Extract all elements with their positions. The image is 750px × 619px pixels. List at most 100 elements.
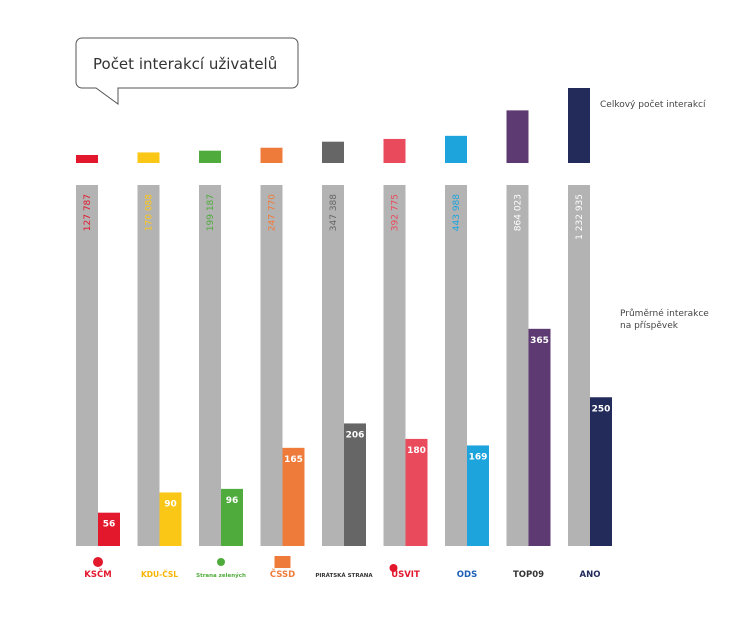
party-logo-text: KSČM — [84, 568, 111, 580]
total-bar-base — [199, 185, 221, 546]
axis-break-wave — [196, 166, 222, 174]
party-logos: KSČM KDU-ČSL Strana zelených ČSSD PIRÁTSKÁ S… — [84, 556, 600, 580]
party-logo-text: TOP09 — [513, 570, 544, 580]
total-bar-base — [137, 185, 160, 546]
total-bar-base — [568, 185, 590, 546]
bar-group-2: 90 170 088 — [134, 152, 182, 546]
total-bar-cap — [568, 88, 590, 163]
total-bar-cap — [137, 152, 160, 163]
bar-group-3: 96 199 187 — [196, 150, 243, 546]
total-bar-base — [506, 185, 529, 546]
average-value-label: 169 — [469, 452, 488, 462]
party-logo-text: KDU-ČSL — [141, 570, 178, 579]
total-value-label: 170 088 — [145, 194, 155, 231]
party-logo-4: ČSSD — [270, 556, 295, 580]
average-bar — [528, 328, 551, 546]
axis-break-wave — [442, 176, 468, 184]
total-bar-base — [322, 185, 344, 546]
legend-average-label-line1: Průměrné interakce — [620, 308, 709, 319]
axis-break-wave — [380, 166, 407, 174]
total-bar-base — [383, 185, 406, 546]
party-logo-1: KSČM — [84, 557, 112, 580]
party-logo-text: ČSSD — [270, 568, 295, 580]
total-value-label: 1 232 935 — [575, 194, 585, 240]
bar-group-6: 180 392 775 — [380, 138, 428, 546]
average-value-label: 90 — [164, 499, 177, 509]
total-value-label: 443 988 — [452, 194, 462, 231]
average-bar — [282, 447, 305, 546]
speech-bubble-shape — [75, 37, 299, 105]
axis-break-wave — [442, 166, 468, 174]
total-bar-cap — [445, 135, 467, 163]
total-value-label: 864 023 — [514, 194, 524, 231]
axis-break-wave — [257, 176, 284, 184]
total-bar-cap — [199, 150, 221, 163]
party-logo-text: ANO — [580, 570, 601, 580]
axis-break-wave — [319, 176, 345, 184]
bar-group-9: 250 1 232 935 — [565, 88, 612, 546]
axis-break-wave — [257, 166, 284, 174]
party-logo-3: Strana zelených — [196, 558, 246, 579]
average-value-label: 365 — [530, 336, 549, 346]
legend-total-label: Celkový počet interakcí — [600, 99, 706, 110]
party-logo-text: Strana zelených — [196, 572, 246, 579]
bar-group-7: 169 443 988 — [442, 135, 489, 546]
party-logo-text: PIRÁTSKÁ STRANA — [315, 572, 373, 579]
average-value-label: 250 — [592, 404, 611, 414]
party-logo-5: PIRÁTSKÁ STRANA — [315, 572, 373, 579]
party-logo-8: TOP09 — [513, 570, 544, 580]
total-value-label: 199 187 — [206, 194, 216, 231]
axis-break-wave — [196, 176, 222, 184]
axis-break-wave — [503, 176, 530, 184]
party-logo-text: ÚSVIT — [391, 568, 420, 580]
average-bar — [467, 445, 489, 546]
bar-group-1: 56 127 787 — [73, 155, 120, 546]
party-logo-6: ÚSVIT — [389, 564, 420, 580]
axis-break-wave — [134, 176, 161, 184]
total-value-label: 347 388 — [329, 194, 339, 231]
axis-break-wave — [134, 166, 161, 174]
average-bar — [221, 488, 243, 546]
rose-icon — [274, 556, 291, 568]
party-logo-2: KDU-ČSL — [141, 570, 178, 579]
bars-layer: 56 127 787 90 170 088 96 199 187 165 247 770 206… — [73, 88, 612, 546]
axis-break-wave — [380, 176, 407, 184]
bar-group-8: 365 864 023 — [503, 110, 551, 546]
average-bar — [405, 438, 428, 546]
legend-average-label-line2: na příspěvek — [620, 321, 679, 331]
bar-group-4: 165 247 770 — [257, 147, 305, 546]
average-value-label: 56 — [103, 520, 116, 530]
axis-break-wave — [503, 166, 530, 174]
average-bar — [344, 423, 366, 546]
dawn-icon — [389, 564, 398, 572]
bar-group-5: 206 347 388 — [319, 141, 366, 546]
party-logo-text: ODS — [457, 570, 477, 580]
total-value-label: 127 787 — [83, 194, 93, 231]
axis-break-wave — [73, 176, 99, 184]
total-bar-cap — [260, 147, 283, 163]
average-value-label: 165 — [284, 455, 303, 465]
clover-icon — [217, 558, 225, 566]
total-bar-cap — [383, 138, 406, 163]
total-value-label: 247 770 — [268, 194, 278, 231]
total-bar-cap — [322, 141, 344, 163]
party-logo-7: ODS — [457, 570, 477, 580]
legend-annotations: Celkový počet interakcí Průměrné interak… — [600, 99, 709, 331]
total-bar-cap — [76, 155, 98, 163]
party-logo-9: ANO — [580, 570, 601, 580]
total-bar-cap — [506, 110, 529, 163]
axis-break-wave — [565, 166, 591, 174]
total-bar-base — [76, 185, 98, 546]
average-bar — [159, 492, 182, 546]
chart-title: Počet interakcí uživatelů — [93, 55, 277, 73]
total-value-label: 392 775 — [391, 194, 401, 231]
average-bar — [590, 397, 612, 546]
title-bubble: Počet interakcí uživatelů — [75, 37, 299, 105]
axis-break-wave — [565, 176, 591, 184]
average-value-label: 96 — [226, 496, 239, 506]
cherry-icon — [93, 557, 103, 567]
average-value-label: 180 — [407, 446, 426, 456]
average-bar — [98, 512, 120, 546]
axis-break-wave — [319, 166, 345, 174]
